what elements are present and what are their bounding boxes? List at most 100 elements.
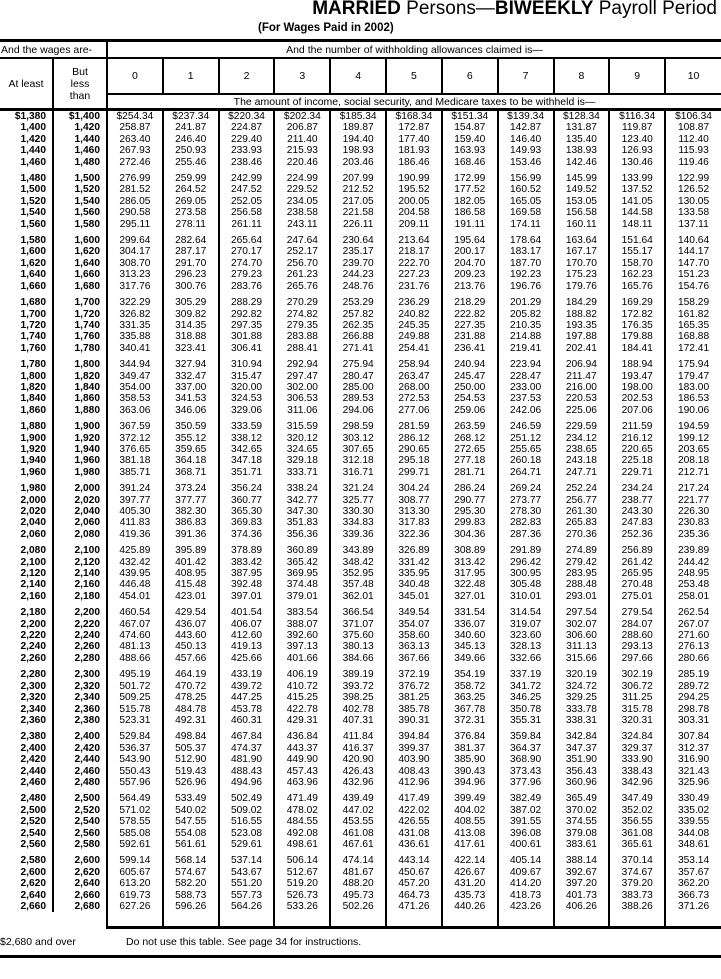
at-least-cell: 2,580 — [0, 855, 54, 867]
tax-amount-cell: 492.31 — [162, 714, 220, 727]
tax-amount-cell: 167.17 — [553, 246, 611, 258]
spacer-cell — [53, 230, 108, 236]
tax-amount-cell: 296.23 — [162, 269, 220, 281]
tax-amount-cell: 509.25 — [107, 692, 164, 704]
tax-amount-cell: 221.58 — [330, 207, 388, 219]
tax-amount-cell: 395.89 — [162, 545, 220, 557]
tax-amount-cell: 307.84 — [677, 731, 710, 743]
tax-amount-cell: 253.29 — [330, 297, 388, 309]
table-row: 1,780 1,800 344.94 327.94 310.94 292.94 275.94… — [0, 359, 721, 371]
tax-amount-cell: 261.42 — [609, 556, 667, 569]
tax-amount-cell: 605.67 — [107, 866, 164, 879]
at-least-cell: 2,540 — [0, 827, 54, 839]
spacer-cell — [218, 292, 276, 298]
at-least-cell: 1,660 — [0, 280, 54, 293]
tax-amount-cell: 502.49 — [218, 793, 276, 805]
tax-amount-cell: 426.67 — [441, 866, 499, 879]
tax-amount-cell: 236.29 — [386, 297, 443, 309]
tax-amount-cell: 298.59 — [330, 421, 388, 433]
tax-amount-cell: 315.66 — [553, 652, 611, 665]
at-least-cell: 2,340 — [0, 703, 54, 715]
tax-amount-cell: 332.47 — [162, 370, 220, 382]
but-less-than-cell: 1,600 — [53, 235, 108, 247]
tax-amount-cell: 372.12 — [107, 432, 164, 444]
tax-amount-cell: 411.84 — [330, 731, 388, 743]
tax-amount-cell: 289.53 — [330, 393, 388, 405]
tax-amount-cell: 282.83 — [497, 517, 555, 529]
table-row: 2,340 2,360 515.78 484.78 453.78 422.78 402.78… — [0, 703, 721, 715]
tax-amount-cell: 196.76 — [497, 280, 555, 293]
spacer-cell — [441, 912, 499, 930]
tax-amount-cell: 212.71 — [677, 466, 710, 478]
at-least-cell: 2,420 — [0, 754, 54, 766]
tax-amount-cell: 320.00 — [218, 381, 276, 394]
tax-amount-cell: 339.36 — [330, 528, 388, 541]
spacer-cell — [162, 354, 220, 360]
tax-amount-cell: 294.25 — [677, 692, 710, 704]
but-less-than-cell: 1,940 — [53, 443, 108, 456]
table-row: 1,900 1,920 372.12 355.12 338.12 320.12 303.12… — [0, 432, 721, 444]
tax-amount-cell: 382.49 — [497, 793, 555, 805]
tax-amount-cell: 214.88 — [497, 331, 555, 343]
tax-amount-cell: 297.66 — [609, 652, 667, 665]
at-least-cell: 1,860 — [0, 404, 54, 417]
but-less-than-cell: 1,840 — [53, 381, 108, 394]
tax-amount-cell: 512.67 — [274, 866, 332, 879]
tax-amount-cell: 183.17 — [497, 246, 555, 258]
tax-amount-cell: 365.30 — [218, 506, 276, 518]
tax-amount-cell: 213.64 — [386, 235, 443, 247]
but-less-than-cell: 2,480 — [53, 776, 108, 789]
tax-amount-cell: 218.17 — [386, 246, 443, 258]
tax-amount-cell: 420.90 — [330, 754, 388, 766]
table-row: 2,620 2,640 613.20 582.20 551.20 519.20 488.20… — [0, 878, 721, 890]
row-gap — [0, 726, 721, 732]
tax-amount-cell: 443.60 — [162, 630, 220, 642]
tax-amount-cell: 464.19 — [162, 669, 220, 681]
at-least-cell: 1,440 — [0, 145, 54, 157]
tax-amount-cell: 229.40 — [218, 133, 276, 146]
tax-amount-cell: 227.35 — [441, 319, 499, 332]
but-less-than-cell: 1,560 — [53, 207, 108, 219]
spacer-cell — [218, 230, 276, 236]
spacer-cell — [0, 726, 54, 732]
tax-amount-cell: 296.42 — [497, 556, 555, 569]
tax-amount-cell: 568.14 — [162, 855, 220, 867]
tax-amount-cell: 287.36 — [497, 528, 555, 541]
but-less-than-cell: 1,760 — [53, 331, 108, 343]
tax-amount-cell: 163.93 — [441, 145, 499, 157]
at-least-cell: 2,080 — [0, 545, 54, 557]
spacer-cell — [441, 602, 499, 608]
tax-amount-cell: 397.77 — [107, 494, 164, 506]
table-row: 2,180 2,200 460.54 429.54 401.54 383.54 366.54… — [0, 607, 721, 619]
tax-amount-cell: 464.73 — [386, 889, 443, 901]
tax-amount-cell: 260.18 — [497, 455, 555, 467]
tax-amount-cell: 252.36 — [609, 528, 667, 541]
at-least-cell: 1,460 — [0, 156, 54, 169]
tax-amount-cell: 457.43 — [274, 765, 332, 777]
tax-amount-cell: 278.11 — [162, 218, 220, 231]
tax-amount-cell: 338.43 — [609, 765, 667, 777]
tax-amount-cell: 471.49 — [274, 793, 332, 805]
at-least-cell: 1,980 — [0, 483, 54, 495]
tax-amount-cell: 272.65 — [441, 443, 499, 456]
but-less-than-cell: 1,620 — [53, 246, 108, 258]
tax-amount-cell: 425.66 — [218, 652, 276, 665]
tax-amount-cell: 184.41 — [609, 342, 667, 355]
tax-amount-cell: 426.43 — [330, 765, 388, 777]
at-least-cell: 1,500 — [0, 184, 54, 196]
table-row: 2,380 2,400 529.84 498.84 467.84 436.84 411.84… — [0, 731, 721, 743]
spacer-cell — [218, 168, 276, 174]
tax-amount-cell: 229.59 — [553, 421, 611, 433]
tax-amount-cell: 154.76 — [677, 280, 710, 292]
tax-amount-cell: 391.24 — [107, 483, 164, 495]
tax-amount-cell: 453.55 — [330, 816, 388, 828]
tax-amount-cell: 350.78 — [497, 703, 555, 715]
tax-amount-cell: 255.46 — [162, 156, 220, 169]
spacer-cell — [218, 416, 276, 422]
table-row: 1,660 1,680 317.76 300.76 283.76 265.76 248.76… — [0, 280, 721, 293]
tax-amount-cell: 203.46 — [330, 156, 388, 169]
tax-amount-cell: 392.60 — [274, 630, 332, 642]
tax-amount-cell: 195.64 — [441, 235, 499, 247]
tax-amount-cell: 212.52 — [330, 184, 388, 196]
tax-amount-cell: 308.77 — [386, 494, 443, 506]
